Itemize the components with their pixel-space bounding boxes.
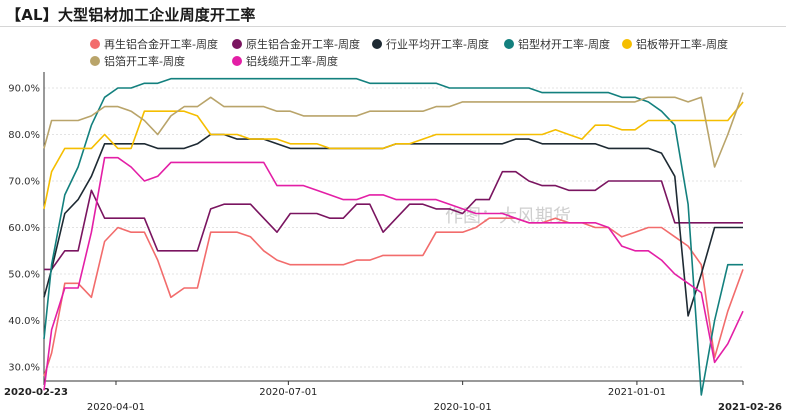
legend-marker-industry-avg <box>372 39 382 49</box>
x-tick-label: 2020-04-01 <box>87 402 145 413</box>
series-line-wire-cable <box>43 156 744 391</box>
x-tick-label: 2020-10-01 <box>434 402 492 413</box>
x-tick-label: 2020-07-01 <box>259 387 317 398</box>
legend-marker-wire-cable <box>232 56 242 66</box>
legend-label-industry-avg: 行业平均开工率-周度 <box>386 38 489 51</box>
legend-item-industry-avg[interactable]: 行业平均开工率-周度 <box>372 36 489 52</box>
legend-item-recycled-alloy[interactable]: 再生铝合金开工率-周度 <box>90 36 218 52</box>
x-tick-label: 2021-01-01 <box>608 387 666 398</box>
y-tick-label: 40.0% <box>8 316 40 327</box>
legend-label-recycled-alloy: 再生铝合金开工率-周度 <box>104 38 218 51</box>
legend-marker-plate-strip <box>622 39 632 49</box>
x-tick-label: 2021-02-26 <box>718 402 782 413</box>
legend-label-foil: 铝箔开工率-周度 <box>104 55 185 68</box>
legend-item-wire-cable[interactable]: 铝线缆开工率-周度 <box>232 53 338 69</box>
x-tick-label: 2020-02-23 <box>4 387 68 398</box>
watermark: 作图：大风期货 <box>445 206 571 227</box>
title-divider <box>0 26 786 27</box>
legend-marker-profile <box>504 39 514 49</box>
legend-item-foil[interactable]: 铝箔开工率-周度 <box>90 53 185 69</box>
y-tick-label: 60.0% <box>8 223 40 234</box>
legend-label-wire-cable: 铝线缆开工率-周度 <box>246 55 338 68</box>
series-line-plate-strip <box>43 101 744 210</box>
chart-title: 【AL】大型铝材加工企业周度开工率 <box>6 6 256 24</box>
legend-marker-primary-alloy <box>232 39 242 49</box>
y-tick-label: 80.0% <box>8 130 40 141</box>
series-line-foil <box>43 92 744 168</box>
y-tick-label: 90.0% <box>8 83 40 94</box>
y-tick-label: 70.0% <box>8 176 40 187</box>
legend-marker-foil <box>90 56 100 66</box>
legend-item-plate-strip[interactable]: 铝板带开工率-周度 <box>622 36 728 52</box>
legend-item-profile[interactable]: 铝型材开工率-周度 <box>504 36 610 52</box>
series-line-primary-alloy <box>44 170 743 271</box>
legend-item-primary-alloy[interactable]: 原生铝合金开工率-周度 <box>232 36 360 52</box>
y-tick-label: 30.0% <box>8 363 40 374</box>
y-tick-label: 50.0% <box>8 270 40 281</box>
series-line-industry-avg <box>43 133 743 317</box>
legend-label-primary-alloy: 原生铝合金开工率-周度 <box>246 38 360 51</box>
series-line-profile <box>43 77 743 396</box>
legend-label-plate-strip: 铝板带开工率-周度 <box>636 38 728 51</box>
series-line-recycled-alloy <box>43 217 744 377</box>
legend-marker-recycled-alloy <box>90 39 100 49</box>
legend-label-profile: 铝型材开工率-周度 <box>518 38 610 51</box>
